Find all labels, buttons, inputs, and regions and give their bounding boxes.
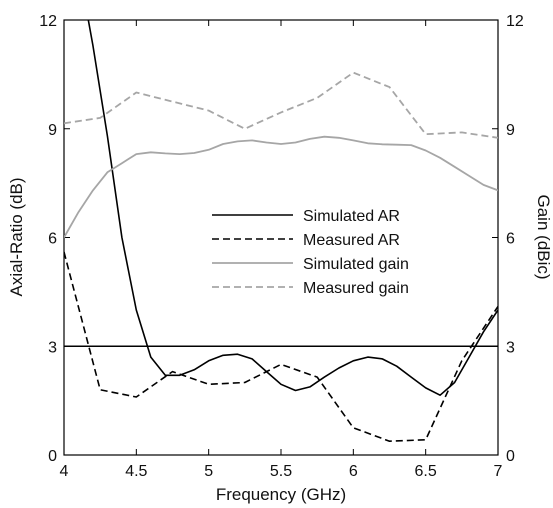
legend-label: Measured gain [303,280,409,297]
x-tick-label: 7 [494,463,503,480]
x-tick-label: 4 [60,463,69,480]
y-left-tick-label: 0 [48,448,57,465]
series-line-simulated-gain [64,135,498,238]
x-tick-label: 6.5 [415,463,437,480]
plot-border [63,19,499,456]
x-axis-label: Frequency (GHz) [216,485,346,504]
y-left-tick-label: 9 [48,122,57,139]
x-tick-label: 6 [349,463,358,480]
y-right-tick-label: 9 [506,122,515,139]
y-left-tick-label: 12 [39,13,57,30]
y-left-tick-label: 3 [48,339,57,356]
series-line-measured-gain [64,71,498,139]
series-layer [64,20,498,443]
y-left-tick-label: 6 [48,231,57,248]
y-axis-left-label: Axial-Ratio (dB) [7,177,26,296]
x-tick-label: 4.5 [125,463,147,480]
y-right-tick-label: 0 [506,448,515,465]
y-right-tick-label: 3 [506,339,515,356]
y-right-tick-label: 6 [506,231,515,248]
x-tick-label: 5.5 [270,463,292,480]
legend: Simulated AR Measured AR Simulated gain Mea… [212,208,409,297]
legend-label: Simulated AR [303,208,400,225]
legend-label: Measured AR [303,232,400,249]
y-right-tick-label: 12 [506,13,524,30]
series-line-measured-ar [64,251,498,443]
x-tick-label: 5 [204,463,213,480]
series-line-simulated-ar [87,20,498,397]
y-axis-right-label: Gain (dBic) [534,194,553,279]
plot-frame [63,19,499,456]
legend-label: Simulated gain [303,256,409,273]
